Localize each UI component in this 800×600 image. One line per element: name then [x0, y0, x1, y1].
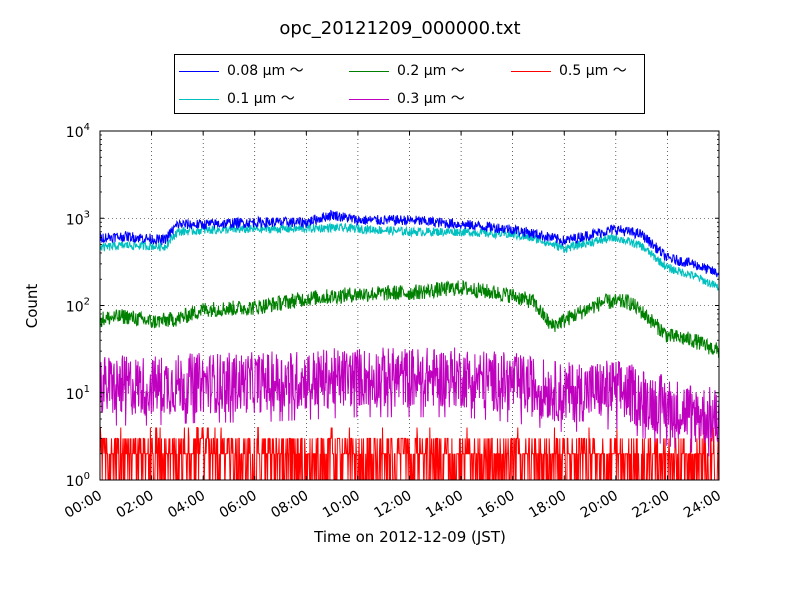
series-line-0.2-μm-～ — [100, 279, 719, 358]
y-tick-label: 104 — [66, 122, 90, 141]
x-tick-label: 12:00 — [372, 488, 415, 522]
y-tick-label: 102 — [66, 297, 90, 316]
x-tick-label: 00:00 — [62, 488, 105, 522]
legend-item-0.08um: 0.08 μm ～ — [179, 63, 304, 79]
legend-item-0.5um: 0.5 μm ～ — [511, 63, 627, 79]
y-axis-label: Count — [23, 283, 41, 329]
x-tick-label: 14:00 — [423, 488, 466, 522]
series-line-0.3-μm-～ — [100, 347, 719, 457]
legend-label: 0.5 μm ～ — [559, 63, 627, 79]
y-tick-label: 101 — [66, 384, 90, 403]
x-tick-label: 08:00 — [268, 488, 311, 522]
legend-label: 0.1 μm ～ — [227, 91, 295, 107]
legend-item-0.1um: 0.1 μm ～ — [179, 91, 295, 107]
legend-label: 0.08 μm ～ — [227, 63, 304, 79]
legend-label: 0.3 μm ～ — [397, 91, 465, 107]
legend-item-0.3um: 0.3 μm ～ — [349, 91, 465, 107]
series-line-0.08-μm-～ — [100, 209, 719, 278]
chart-title: opc_20121209_000000.txt — [279, 18, 521, 39]
x-axis-label: Time on 2012-12-09 (JST) — [314, 528, 506, 546]
x-tick-label: 10:00 — [320, 488, 363, 522]
legend-swatch — [179, 70, 219, 72]
x-tick-label: 16:00 — [475, 488, 518, 522]
y-tick-label: 100 — [66, 471, 90, 490]
x-tick-label: 24:00 — [681, 488, 724, 522]
legend-swatch — [511, 70, 551, 72]
x-tick-label: 02:00 — [114, 488, 157, 522]
legend-swatch — [349, 70, 389, 72]
x-tick-label: 06:00 — [217, 488, 260, 522]
x-tick-label: 20:00 — [578, 488, 621, 522]
x-tick-label: 22:00 — [629, 488, 672, 522]
series-line-0.1-μm-～ — [100, 222, 719, 291]
y-tick-label: 103 — [66, 209, 90, 228]
legend: 0.08 μm ～ 0.1 μm ～ 0.2 μm ～ 0.3 μm ～ 0.5… — [174, 54, 645, 114]
x-tick-label: 18:00 — [526, 488, 569, 522]
legend-label: 0.2 μm ～ — [397, 63, 465, 79]
legend-item-0.2um: 0.2 μm ～ — [349, 63, 465, 79]
x-tick-label: 04:00 — [165, 488, 208, 522]
series-line-0.5-μm-～ — [100, 427, 719, 480]
legend-swatch — [349, 98, 389, 100]
legend-swatch — [179, 98, 219, 100]
